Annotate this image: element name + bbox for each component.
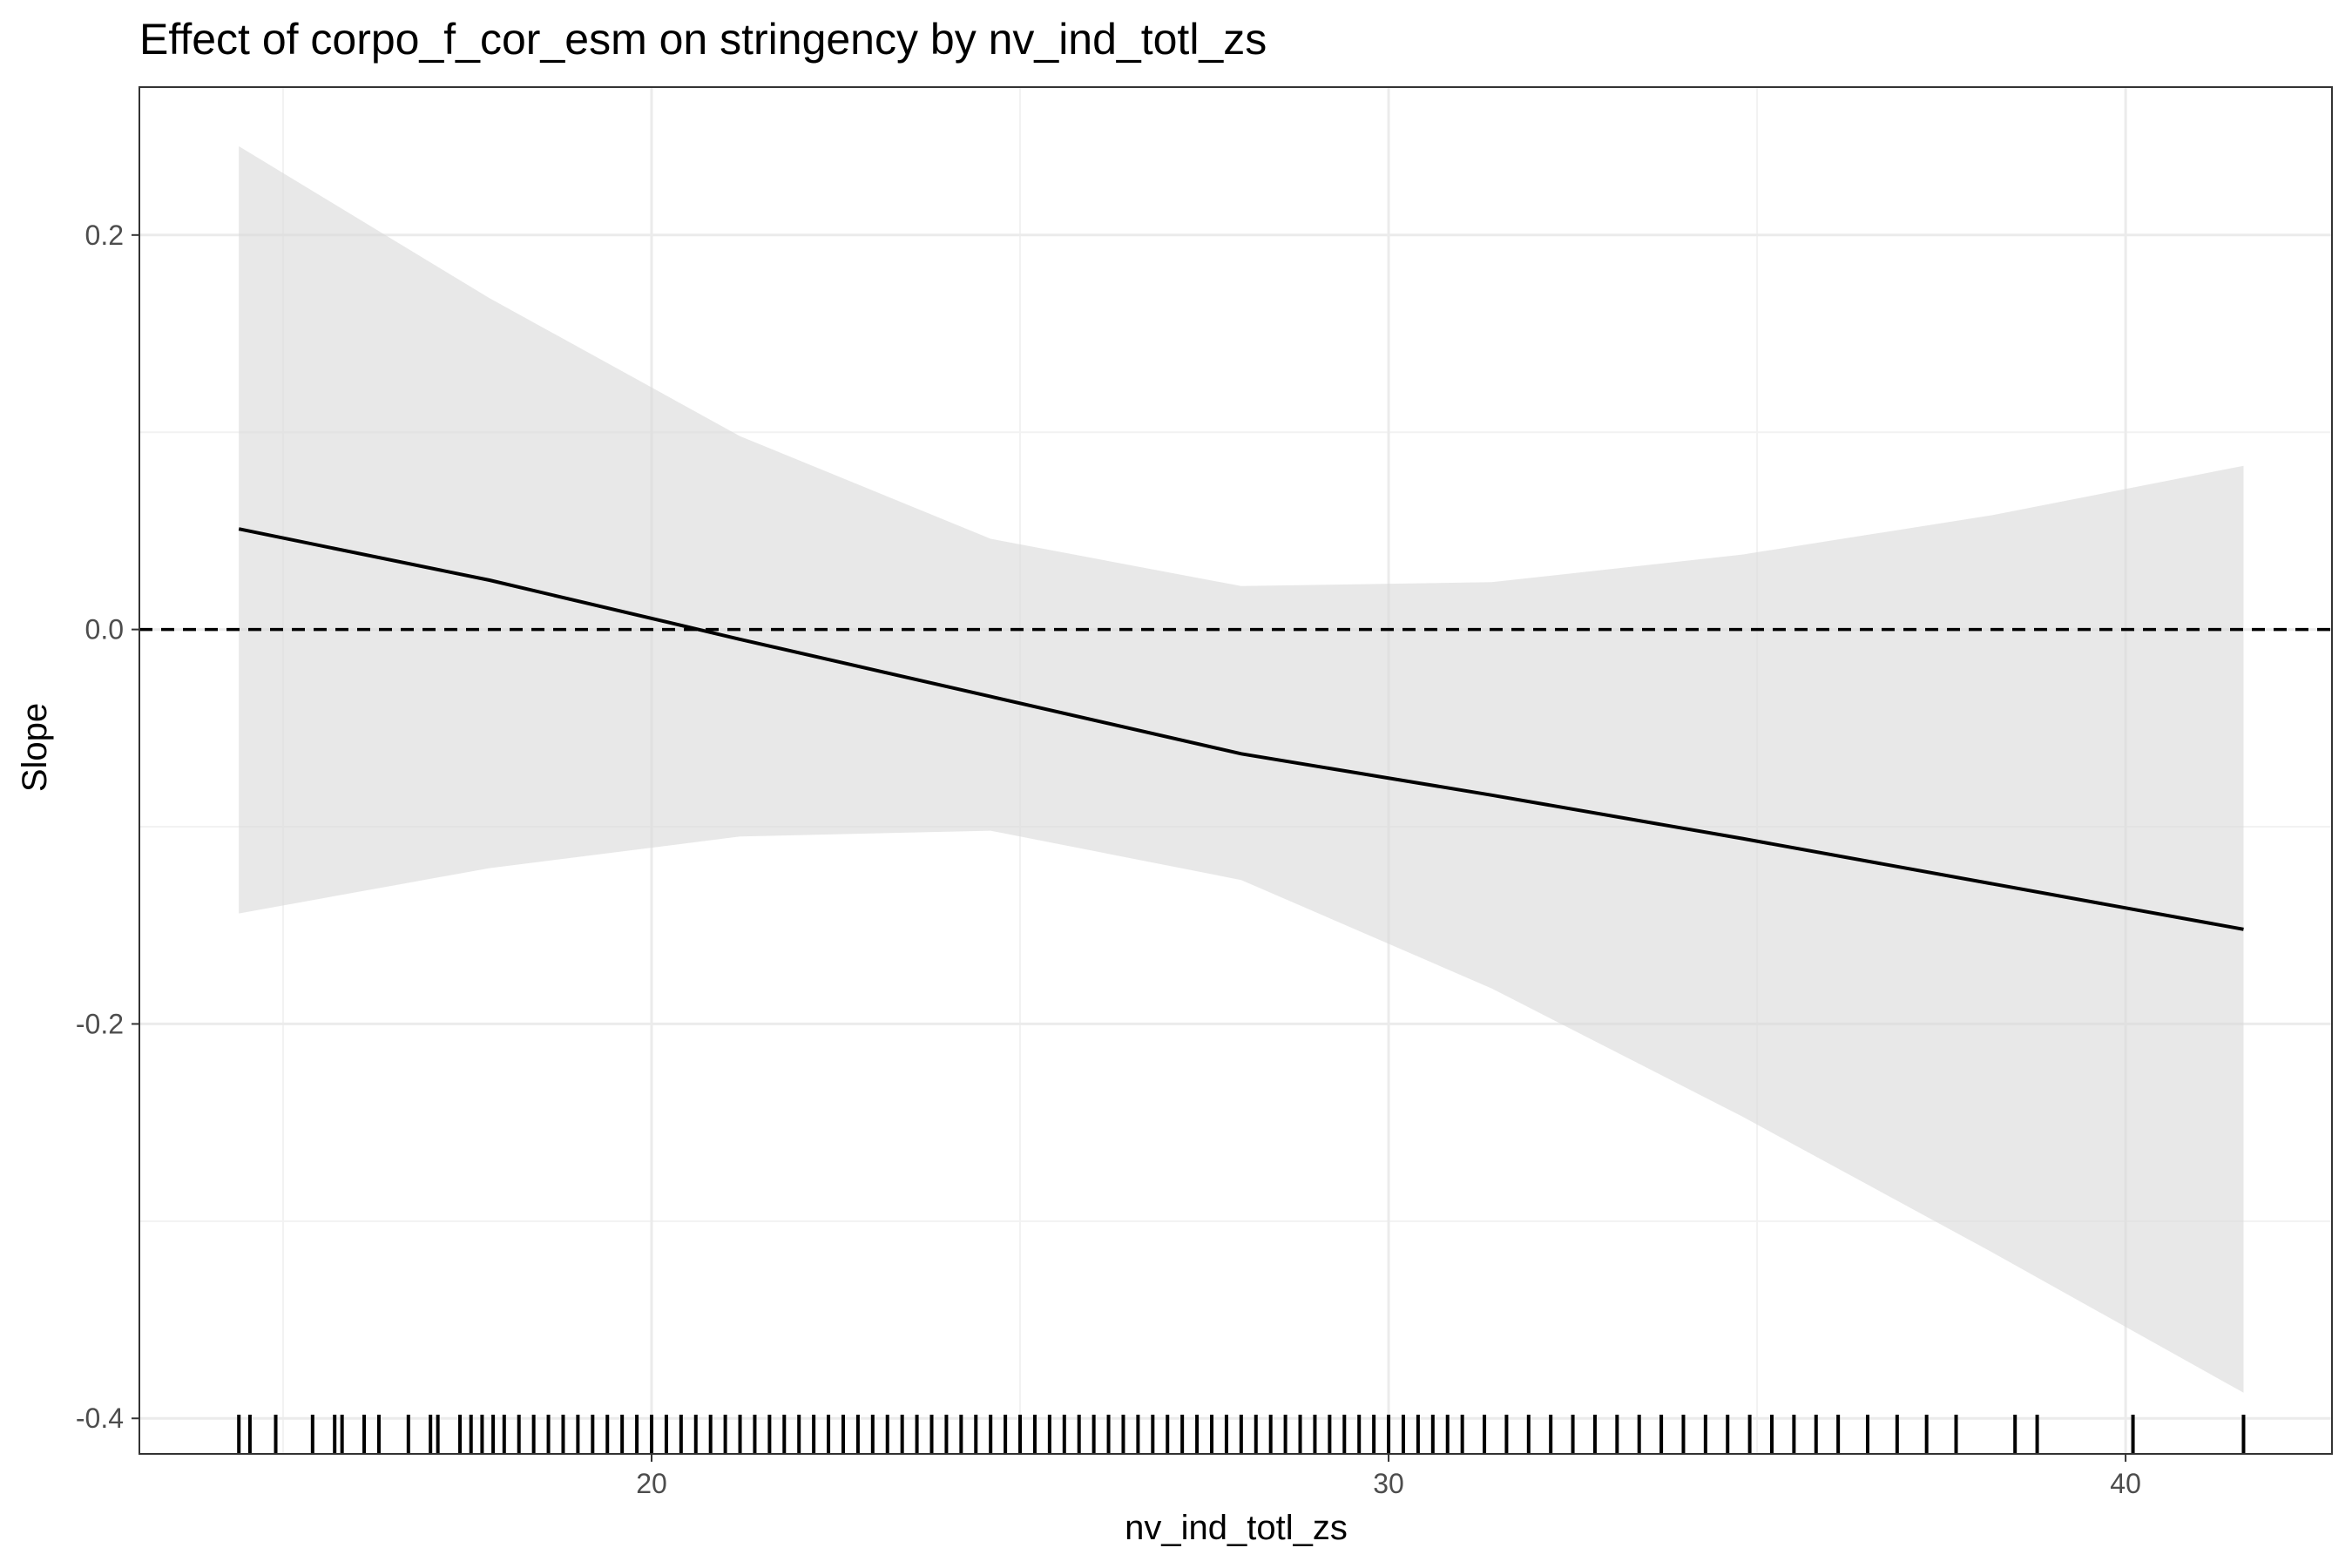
series-layer	[238, 527, 2244, 931]
y-tick-label: 0.2	[85, 220, 124, 251]
x-tick-label: 20	[636, 1468, 667, 1499]
confidence-band	[239, 145, 2244, 1393]
x-axis-title: nv_ind_totl_zs	[1125, 1509, 1348, 1547]
y-tick-label: 0.0	[85, 614, 124, 645]
x-tick-label: 40	[2110, 1468, 2141, 1499]
panel-border	[139, 86, 2333, 1455]
x-axis: 20 30 40	[636, 1454, 2141, 1499]
chart-title: Effect of corpo_f_cor_esm on stringency …	[139, 15, 1267, 64]
y-tick-label: -0.2	[76, 1008, 124, 1039]
slope-line	[238, 527, 2244, 931]
y-axis-title: Slope	[16, 703, 54, 792]
x-tick-label: 30	[1373, 1468, 1404, 1499]
confidence-band-layer	[239, 145, 2244, 1393]
rug-layer	[237, 1415, 2246, 1453]
y-axis: -0.4 -0.2 0.0 0.2	[76, 220, 139, 1434]
y-tick-label: -0.4	[76, 1402, 124, 1434]
